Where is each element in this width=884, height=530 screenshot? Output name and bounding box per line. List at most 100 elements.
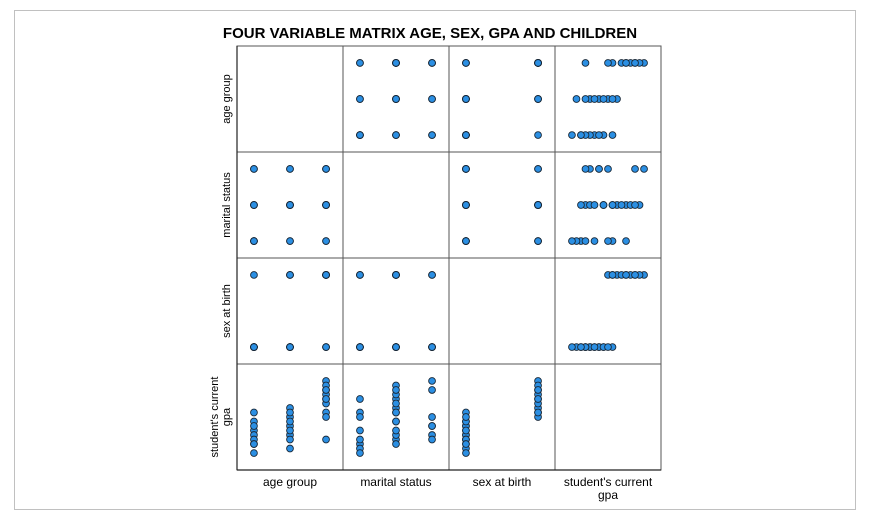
matrix-cell-r2-c2 — [448, 257, 556, 365]
data-point-r1-c0-25 — [322, 201, 330, 209]
data-point-r3-c1-28 — [392, 440, 400, 448]
data-point-r0-c2-22 — [462, 59, 470, 67]
data-point-r1-c0-10 — [286, 237, 294, 245]
data-point-r0-c2-4 — [534, 131, 542, 139]
data-point-r1-c0-22 — [322, 165, 330, 173]
data-point-r1-c3-9 — [595, 165, 603, 173]
data-point-r0-c3-22 — [604, 59, 612, 67]
data-point-r1-c2-20 — [534, 165, 542, 173]
data-point-r1-c3-26 — [568, 237, 576, 245]
data-point-r1-c3-28 — [577, 201, 585, 209]
data-point-r3-c0-7 — [286, 444, 294, 453]
data-point-r0-c3-13 — [581, 95, 590, 103]
data-point-r2-c1-22 — [428, 343, 436, 351]
data-point-r3-c1-25 — [392, 386, 400, 394]
data-point-r3-c0-4 — [250, 408, 258, 417]
data-point-r1-c3-22 — [604, 165, 612, 173]
data-point-r0-c3-4 — [608, 131, 617, 139]
data-point-r2-c0-4 — [250, 271, 258, 279]
data-point-r1-c0-26 — [250, 237, 258, 245]
data-point-r3-c1-10 — [356, 413, 364, 421]
data-point-r0-c3-26 — [568, 131, 576, 139]
data-point-r1-c3-20 — [640, 165, 648, 173]
data-point-r0-c3-14 — [599, 95, 608, 103]
data-point-r3-c2-28 — [462, 440, 470, 448]
data-point-r2-c3-22 — [604, 343, 612, 351]
data-point-r3-c2-24 — [534, 395, 542, 403]
row-label-1-line-0: marital status — [221, 172, 233, 238]
row-label-0-line-0: age group — [221, 74, 233, 124]
data-point-r1-c2-28 — [462, 201, 470, 209]
row-label-3-line-0: student's current — [209, 377, 221, 458]
data-point-r3-c2-26 — [462, 449, 470, 457]
data-point-r0-c1-10 — [356, 95, 364, 103]
data-point-r1-c3-13 — [581, 165, 590, 173]
data-point-r1-c3-25 — [631, 201, 639, 209]
data-point-r2-c3-28 — [577, 343, 585, 351]
data-point-r0-c2-25 — [534, 59, 542, 67]
data-point-r0-c3-7 — [572, 95, 581, 103]
data-point-r2-c3-27 — [608, 271, 617, 279]
data-point-r3-c0-13 — [286, 435, 294, 444]
data-point-r1-c0-28 — [250, 201, 258, 209]
data-point-r1-c0-6 — [250, 165, 258, 173]
data-point-r3-c1-14 — [392, 417, 400, 426]
data-point-r2-c1-27 — [392, 271, 400, 279]
col-label-3-line-0: student's current — [564, 475, 653, 489]
data-point-r0-c2-27 — [534, 95, 542, 103]
data-point-r0-c1-24 — [356, 59, 364, 67]
data-point-r3-c0-24 — [322, 395, 330, 403]
data-point-r3-c0-26 — [250, 449, 258, 457]
data-point-r3-c1-11 — [392, 426, 400, 435]
data-point-r3-c1-22 — [428, 413, 436, 421]
data-point-r0-c3-28 — [577, 131, 585, 139]
data-point-r3-c2-25 — [534, 386, 542, 394]
data-point-r3-c1-27 — [392, 408, 400, 417]
row-label-3-line-1: gpa — [221, 407, 233, 426]
data-point-r0-c3-6 — [595, 131, 603, 139]
data-point-r3-c0-27 — [286, 408, 294, 417]
row-label-2-line-0: sex at birth — [221, 284, 233, 338]
data-point-r1-c3-1 — [590, 237, 599, 245]
data-point-r0-c2-14 — [462, 95, 470, 103]
data-point-r0-c3-25 — [631, 59, 639, 67]
data-point-r3-c0-28 — [250, 440, 258, 448]
data-point-r2-c3-24 — [622, 271, 630, 279]
data-point-r0-c2-28 — [462, 131, 470, 139]
col-label-0-line-0: age group — [263, 475, 317, 489]
data-point-r3-c1-9 — [428, 422, 436, 430]
data-point-r3-c0-15 — [322, 435, 330, 444]
data-point-r0-c3-27 — [608, 95, 617, 103]
data-point-r1-c2-24 — [534, 237, 542, 245]
data-point-r3-c0-25 — [322, 386, 330, 394]
data-point-r2-c3-11 — [590, 343, 599, 351]
data-point-r1-c3-11 — [590, 201, 599, 209]
data-point-r3-c2-27 — [534, 408, 542, 417]
col-label-3-line-1: gpa — [598, 488, 618, 502]
data-point-r2-c0-14 — [286, 343, 294, 351]
data-point-r2-c0-22 — [322, 343, 330, 351]
data-point-r1-c3-21 — [617, 201, 626, 209]
data-point-r3-c1-20 — [428, 377, 436, 385]
data-point-r1-c2-27 — [534, 201, 542, 209]
data-point-r1-c3-15 — [581, 237, 590, 245]
data-point-r3-c1-1 — [356, 426, 364, 435]
data-point-r3-c0-11 — [286, 426, 294, 435]
data-point-r3-c2-11 — [462, 426, 470, 435]
data-point-r3-c0-14 — [286, 417, 294, 426]
data-point-r1-c3-10 — [604, 237, 612, 245]
data-point-r0-c3-24 — [622, 59, 630, 67]
data-point-r0-c1-25 — [392, 59, 400, 67]
data-point-r2-c1-28 — [392, 343, 400, 351]
data-point-r3-c1-21 — [392, 399, 400, 408]
data-point-r2-c0-27 — [286, 271, 294, 279]
data-point-r2-c1-26 — [356, 343, 364, 351]
data-point-r1-c3-27 — [608, 201, 617, 209]
data-point-r0-c1-27 — [392, 95, 400, 103]
data-point-r1-c0-13 — [286, 165, 294, 173]
data-point-r0-c3-15 — [581, 59, 590, 67]
matrix-cell-r1-c1 — [342, 151, 450, 259]
data-point-r0-c1-6 — [428, 131, 436, 139]
col-label-1-line-0: marital status — [360, 475, 431, 489]
